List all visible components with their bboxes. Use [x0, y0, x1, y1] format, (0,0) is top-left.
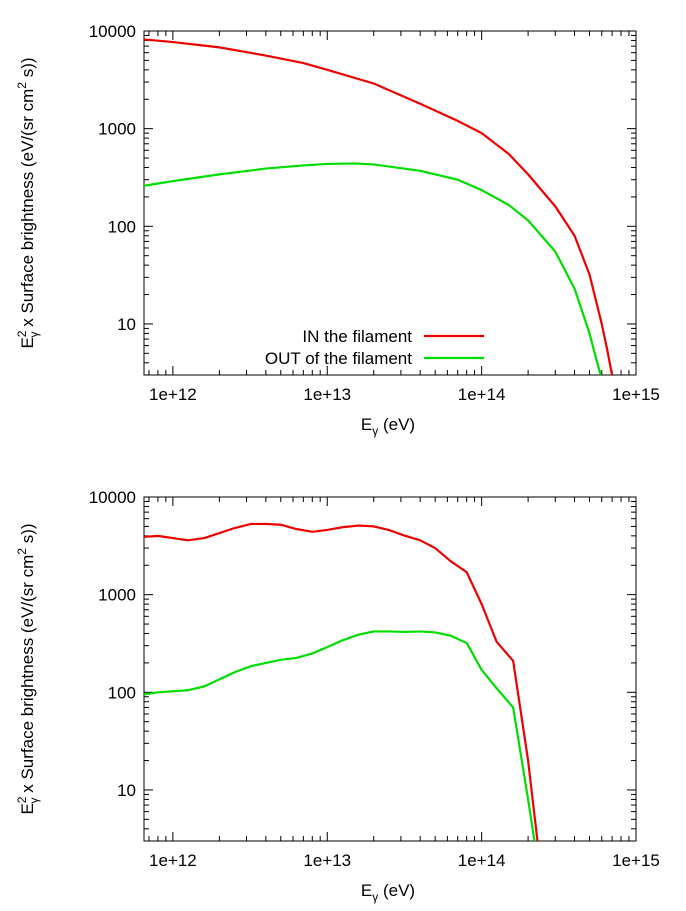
legend-label: OUT of the filament [265, 349, 412, 368]
y-axis-label: E2γ x Surface brightness (eV/(sr cm2 s)) [15, 57, 41, 348]
series-line-in-filament [144, 38, 614, 375]
x-tick-label: 1e+14 [458, 385, 506, 404]
y-tick-label: 100 [108, 683, 136, 702]
chart-panel-1: 1e+12 1e+13 1e+14 1e+15 10 100 1000 10000 Eγ (eV… [15, 22, 660, 438]
y-tick-label: 10 [117, 315, 136, 334]
x-tick-label: 1e+14 [458, 851, 506, 870]
x-tick-label: 1e+13 [303, 385, 351, 404]
series-line-out-of-filament [144, 162, 602, 375]
y-tick-label: 10000 [89, 488, 136, 507]
series-line-in-filament [144, 522, 539, 841]
y-tick-label: 100 [108, 217, 136, 236]
legend-label: IN the filament [302, 327, 412, 346]
series-line-out-of-filament [144, 630, 536, 841]
y-tick-label: 10000 [89, 22, 136, 41]
x-axis-label: Eγ (eV) [361, 415, 415, 438]
y-axis-label: E2γ x Surface brightness (eV/(sr cm2 s)) [15, 523, 41, 814]
y-tick-label: 1000 [98, 586, 136, 605]
chart-panel-2: 1e+12 1e+13 1e+14 1e+15 10 100 1000 10000 Eγ (eV… [15, 488, 660, 904]
x-tick-label: 1e+15 [612, 851, 660, 870]
x-tick-label: 1e+12 [149, 851, 197, 870]
y-tick-label: 10 [117, 781, 136, 800]
x-tick-label: 1e+12 [149, 385, 197, 404]
series-group [144, 38, 614, 375]
plot-frame [143, 496, 637, 842]
plot-frame [143, 30, 637, 376]
x-axis-label: Eγ (eV) [361, 881, 415, 904]
x-tick-label: 1e+15 [612, 385, 660, 404]
series-group [144, 522, 539, 841]
x-tick-label: 1e+13 [303, 851, 351, 870]
y-tick-label: 1000 [98, 120, 136, 139]
